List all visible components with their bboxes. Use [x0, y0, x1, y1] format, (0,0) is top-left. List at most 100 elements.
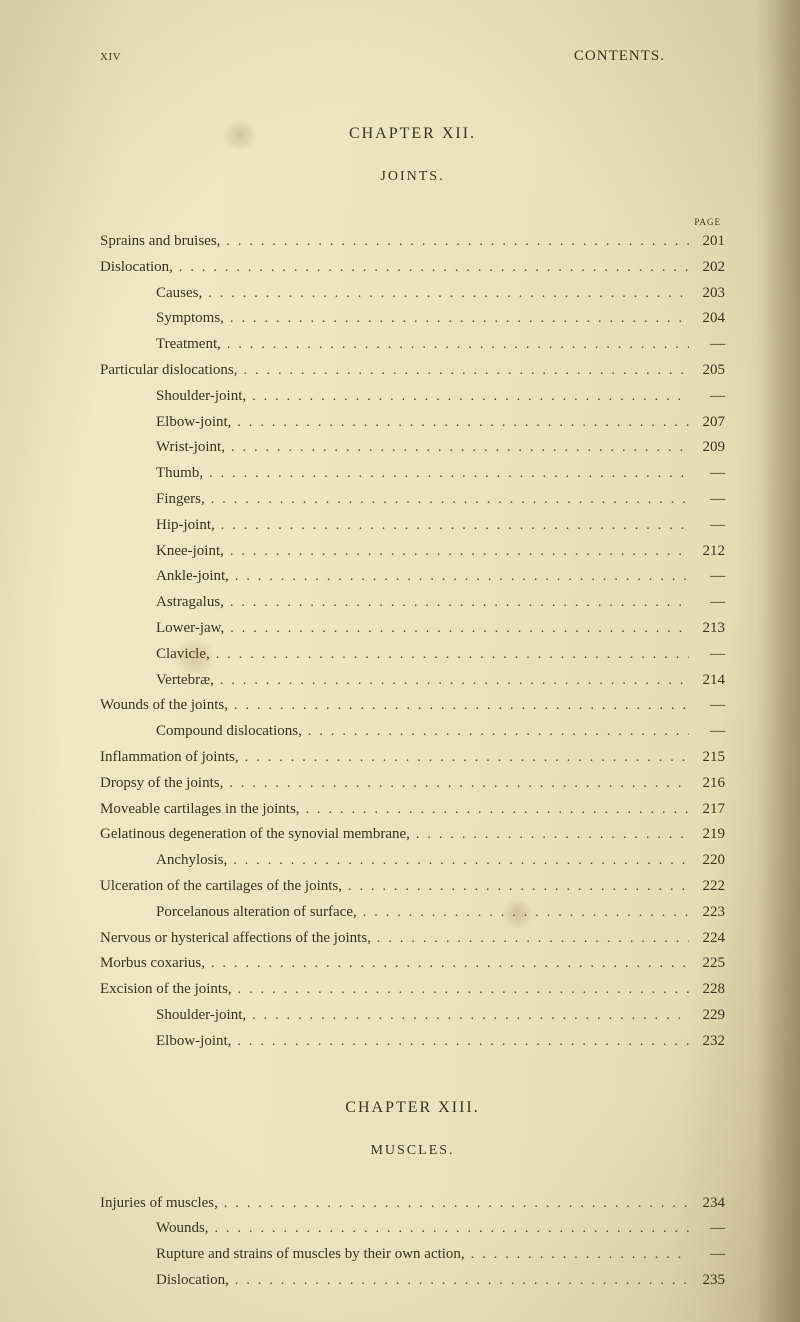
toc-label: Morbus coxarius,	[100, 951, 205, 977]
toc-row: Excision of the joints,.................…	[100, 977, 725, 1003]
toc-row: Shoulder-joint,.........................…	[100, 384, 725, 410]
toc-label: Hip-joint,	[156, 513, 215, 539]
toc-label: Sprains and bruises,	[100, 229, 220, 255]
toc-leader: ........................................…	[225, 436, 689, 460]
toc-leader: ........................................…	[237, 359, 689, 383]
toc-row: Symptoms,...............................…	[100, 306, 725, 332]
toc-row: Sprains and bruises,....................…	[100, 229, 725, 255]
toc-row: Porcelanous alteration of surface,......…	[100, 900, 725, 926]
toc-label: Astragalus,	[156, 590, 224, 616]
toc-page-number: 201	[689, 229, 725, 255]
toc-leader: ........................................…	[229, 565, 689, 589]
toc-page-number: 215	[689, 745, 725, 771]
toc-label: Wrist-joint,	[156, 435, 225, 461]
toc-page-number: —	[689, 487, 725, 513]
toc-leader: ........................................…	[302, 720, 689, 744]
toc-label: Shoulder-joint,	[156, 384, 246, 410]
toc-row: Hip-joint,..............................…	[100, 513, 725, 539]
toc-page-number: —	[689, 461, 725, 487]
toc-label: Wounds of the joints,	[100, 693, 228, 719]
toc-leader: ........................................…	[224, 591, 689, 615]
toc-leader: ........................................…	[342, 875, 689, 899]
toc-page-number: 228	[689, 977, 725, 1003]
toc-row: Gelatinous degeneration of the synovial …	[100, 822, 725, 848]
toc-page-number: —	[689, 384, 725, 410]
toc-row: Nervous or hysterical affections of the …	[100, 926, 725, 952]
toc-label: Inflammation of joints,	[100, 745, 239, 771]
chapter-gap	[100, 1055, 725, 1099]
toc-label: Ankle-joint,	[156, 564, 229, 590]
toc-row: Treatment,..............................…	[100, 332, 725, 358]
toc-row: Shoulder-joint,.........................…	[100, 1003, 725, 1029]
toc-leader: ........................................…	[224, 617, 689, 641]
toc-page-number: 220	[689, 848, 725, 874]
toc-leader: ........................................…	[465, 1243, 689, 1267]
toc-label: Anchylosis,	[156, 848, 227, 874]
chapter-xii-section: JOINTS.	[100, 169, 725, 185]
toc-row: Compound dislocations,..................…	[100, 719, 725, 745]
toc-label: Moveable cartilages in the joints,	[100, 797, 300, 823]
toc-label: Causes,	[156, 281, 202, 307]
toc-page-number: 204	[689, 306, 725, 332]
toc-row: Wounds,.................................…	[100, 1216, 725, 1242]
toc-label: Dislocation,	[100, 255, 173, 281]
toc-page-number: —	[689, 513, 725, 539]
toc-row: Inflammation of joints,.................…	[100, 745, 725, 771]
toc-label: Lower-jaw,	[156, 616, 224, 642]
page-number: xiv	[100, 48, 121, 65]
toc-label: Treatment,	[156, 332, 221, 358]
toc-page-number: 224	[689, 926, 725, 952]
toc-row: Anchylosis,.............................…	[100, 848, 725, 874]
toc-row: Causes,.................................…	[100, 281, 725, 307]
toc-row: Ankle-joint,............................…	[100, 564, 725, 590]
toc-label: Dislocation,	[156, 1268, 229, 1294]
toc-page-number: 225	[689, 951, 725, 977]
toc-chapter-xii: Sprains and bruises,....................…	[100, 229, 725, 1055]
toc-page-number: 223	[689, 900, 725, 926]
toc-label: Wounds,	[156, 1216, 209, 1242]
toc-leader: ........................................…	[371, 927, 689, 951]
toc-row: Wounds of the joints,...................…	[100, 693, 725, 719]
toc-label: Ulceration of the cartilages of the join…	[100, 874, 342, 900]
toc-page-number: 202	[689, 255, 725, 281]
running-title: CONTENTS.	[574, 48, 665, 65]
page-column-label: PAGE	[100, 217, 725, 227]
toc-row: Elbow-joint,............................…	[100, 1029, 725, 1055]
toc-row: Elbow-joint,............................…	[100, 410, 725, 436]
toc-leader: ........................................…	[218, 1192, 689, 1216]
toc-label: Injuries of muscles,	[100, 1191, 218, 1217]
toc-row: Clavicle,...............................…	[100, 642, 725, 668]
toc-label: Thumb,	[156, 461, 203, 487]
toc-row: Morbus coxarius,........................…	[100, 951, 725, 977]
toc-leader: ........................................…	[228, 694, 689, 718]
toc-label: Vertebræ,	[156, 668, 214, 694]
toc-leader: ........................................…	[410, 823, 689, 847]
toc-row: Lower-jaw,..............................…	[100, 616, 725, 642]
toc-leader: ........................................…	[231, 411, 689, 435]
toc-leader: ........................................…	[357, 901, 689, 925]
toc-leader: ........................................…	[210, 643, 689, 667]
toc-leader: ........................................…	[205, 952, 689, 976]
toc-leader: ........................................…	[209, 1217, 689, 1241]
toc-row: Ulceration of the cartilages of the join…	[100, 874, 725, 900]
toc-leader: ........................................…	[232, 978, 689, 1002]
toc-label: Particular dislocations,	[100, 358, 237, 384]
toc-row: Wrist-joint,............................…	[100, 435, 725, 461]
toc-page-number: 216	[689, 771, 725, 797]
toc-label: Nervous or hysterical affections of the …	[100, 926, 371, 952]
chapter-xiii-section: MUSCLES.	[100, 1143, 725, 1159]
toc-label: Elbow-joint,	[156, 410, 231, 436]
toc-page-number: 235	[689, 1268, 725, 1294]
chapter-xiii-title: CHAPTER XIII.	[100, 1099, 725, 1117]
toc-row: Fingers,................................…	[100, 487, 725, 513]
toc-page-number: —	[689, 1216, 725, 1242]
toc-leader: ........................................…	[220, 230, 689, 254]
toc-leader: ........................................…	[229, 1269, 689, 1293]
toc-row: Rupture and strains of muscles by their …	[100, 1242, 725, 1268]
toc-page-number: 219	[689, 822, 725, 848]
toc-page-number: 213	[689, 616, 725, 642]
toc-page-number: 229	[689, 1003, 725, 1029]
toc-page-number: —	[689, 332, 725, 358]
toc-page-number: —	[689, 642, 725, 668]
toc-leader: ........................................…	[202, 282, 689, 306]
